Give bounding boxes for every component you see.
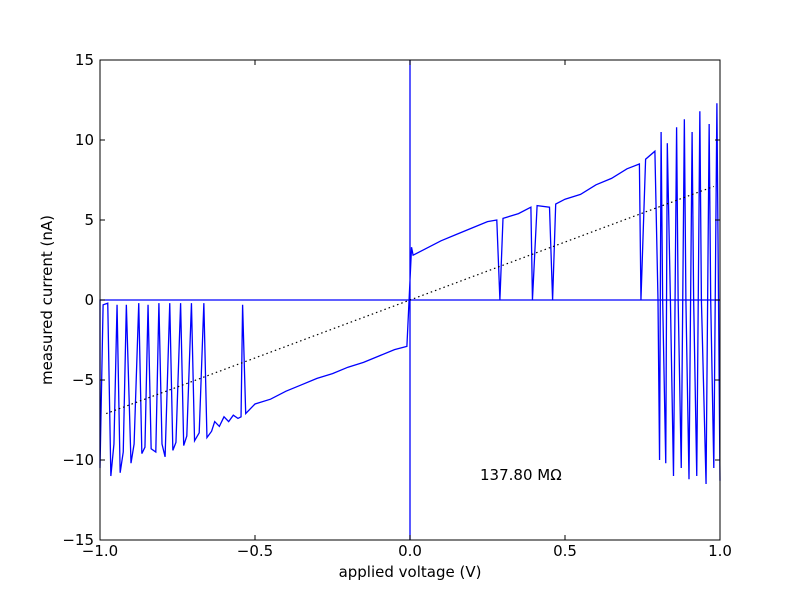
x-tick-label: 0.5 [553,542,577,560]
y-tick-label: 0 [84,291,94,309]
annotation: 137.80 MΩ [480,466,562,484]
y-axis-label: measured current (nA) [38,215,56,385]
data-line [99,60,721,540]
x-tick-label: 0.0 [398,542,422,560]
y-tick-label: −15 [62,531,94,549]
y-tick-label: −10 [62,451,94,469]
y-tick-label: −5 [72,371,94,389]
x-axis-label: applied voltage (V) [339,563,482,581]
x-tick-label: −0.5 [237,542,273,560]
x-tick-label: −1.0 [82,542,118,560]
y-tick-label: 15 [75,51,94,69]
y-tick-label: 5 [84,211,94,229]
data-line [105,185,715,415]
y-tick-label: 10 [75,131,94,149]
x-tick-label: 1.0 [708,542,732,560]
